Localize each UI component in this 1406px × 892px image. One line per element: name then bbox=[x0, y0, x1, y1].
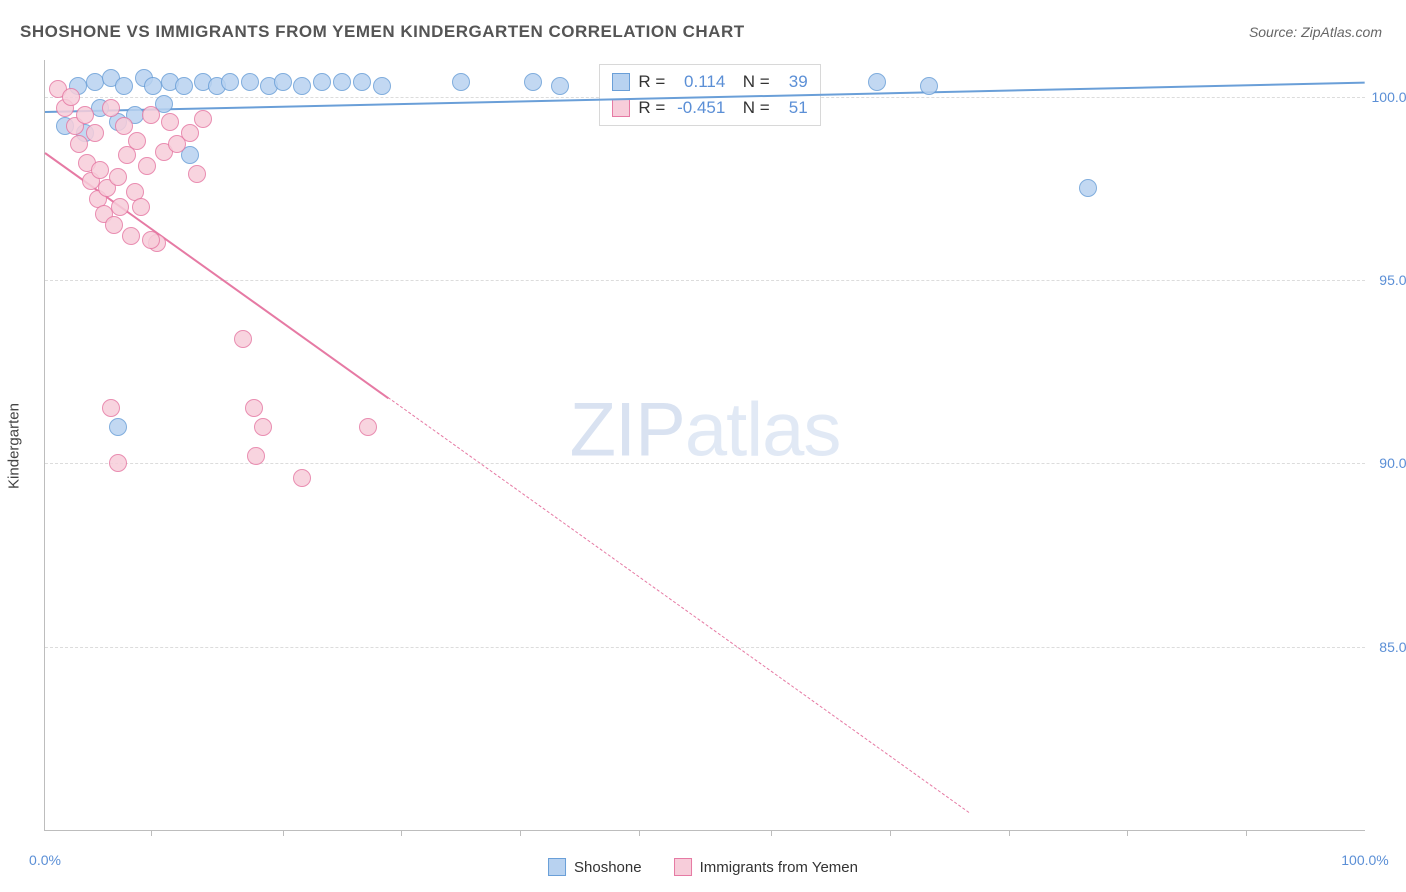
data-point bbox=[254, 418, 272, 436]
data-point bbox=[138, 157, 156, 175]
watermark-bold: ZIP bbox=[570, 387, 685, 472]
source-attribution: Source: ZipAtlas.com bbox=[1249, 24, 1382, 40]
data-point bbox=[109, 454, 127, 472]
data-point bbox=[86, 124, 104, 142]
y-axis-label: Kindergarten bbox=[6, 403, 23, 489]
legend-swatch-icon bbox=[548, 858, 566, 876]
x-tick-label: 0.0% bbox=[29, 852, 61, 868]
watermark: ZIPatlas bbox=[570, 386, 841, 473]
y-tick-label: 85.0% bbox=[1379, 639, 1406, 655]
x-tick bbox=[771, 830, 772, 836]
stats-n-label: N = bbox=[733, 69, 769, 95]
data-point bbox=[181, 124, 199, 142]
data-point bbox=[111, 198, 129, 216]
x-tick bbox=[1246, 830, 1247, 836]
data-point bbox=[132, 198, 150, 216]
data-point bbox=[102, 399, 120, 417]
stats-n-value: 51 bbox=[778, 95, 808, 121]
stats-row: R = 0.114 N = 39 bbox=[612, 69, 807, 95]
legend-item-yemen: Immigrants from Yemen bbox=[674, 858, 858, 876]
legend-swatch-icon bbox=[674, 858, 692, 876]
x-tick bbox=[890, 830, 891, 836]
x-tick bbox=[151, 830, 152, 836]
y-tick-label: 100.0% bbox=[1372, 89, 1406, 105]
data-point bbox=[868, 73, 886, 91]
data-point bbox=[115, 77, 133, 95]
data-point bbox=[194, 110, 212, 128]
data-point bbox=[175, 77, 193, 95]
data-point bbox=[128, 132, 146, 150]
gridline bbox=[45, 463, 1365, 464]
data-point bbox=[293, 469, 311, 487]
x-tick bbox=[1009, 830, 1010, 836]
x-tick bbox=[1127, 830, 1128, 836]
stats-n-value: 39 bbox=[778, 69, 808, 95]
data-point bbox=[91, 161, 109, 179]
x-tick bbox=[639, 830, 640, 836]
y-tick-label: 90.0% bbox=[1379, 455, 1406, 471]
data-point bbox=[102, 99, 120, 117]
data-point bbox=[245, 399, 263, 417]
data-point bbox=[109, 168, 127, 186]
stats-swatch-icon bbox=[612, 73, 630, 91]
data-point bbox=[241, 73, 259, 91]
data-point bbox=[221, 73, 239, 91]
data-point bbox=[62, 88, 80, 106]
x-tick bbox=[283, 830, 284, 836]
data-point bbox=[313, 73, 331, 91]
legend-label: Immigrants from Yemen bbox=[700, 859, 858, 876]
data-point bbox=[105, 216, 123, 234]
gridline bbox=[45, 280, 1365, 281]
data-point bbox=[142, 231, 160, 249]
data-point bbox=[76, 106, 94, 124]
watermark-light: atlas bbox=[685, 387, 841, 472]
stats-r-value: -0.451 bbox=[673, 95, 725, 121]
data-point bbox=[142, 106, 160, 124]
data-point bbox=[144, 77, 162, 95]
gridline bbox=[45, 647, 1365, 648]
data-point bbox=[551, 77, 569, 95]
plot-area: ZIPatlas 85.0%90.0%95.0%100.0%0.0%100.0%… bbox=[44, 60, 1365, 831]
stats-n-label: N = bbox=[733, 95, 769, 121]
legend-label: Shoshone bbox=[574, 859, 642, 876]
data-point bbox=[188, 165, 206, 183]
data-point bbox=[109, 418, 127, 436]
legend: Shoshone Immigrants from Yemen bbox=[548, 858, 858, 876]
data-point bbox=[920, 77, 938, 95]
data-point bbox=[333, 73, 351, 91]
stats-r-value: 0.114 bbox=[673, 69, 725, 95]
data-point bbox=[359, 418, 377, 436]
data-point bbox=[452, 73, 470, 91]
trend-line bbox=[388, 397, 969, 813]
x-tick bbox=[401, 830, 402, 836]
trend-line bbox=[44, 152, 388, 399]
data-point bbox=[247, 447, 265, 465]
data-point bbox=[293, 77, 311, 95]
data-point bbox=[234, 330, 252, 348]
data-point bbox=[1079, 179, 1097, 197]
x-tick-label: 100.0% bbox=[1341, 852, 1388, 868]
data-point bbox=[115, 117, 133, 135]
data-point bbox=[274, 73, 292, 91]
data-point bbox=[524, 73, 542, 91]
x-tick bbox=[520, 830, 521, 836]
data-point bbox=[122, 227, 140, 245]
data-point bbox=[353, 73, 371, 91]
stats-r-label: R = bbox=[638, 69, 665, 95]
y-tick-label: 95.0% bbox=[1379, 272, 1406, 288]
data-point bbox=[70, 135, 88, 153]
stats-swatch-icon bbox=[612, 99, 630, 117]
data-point bbox=[161, 113, 179, 131]
data-point bbox=[373, 77, 391, 95]
legend-item-shoshone: Shoshone bbox=[548, 858, 642, 876]
chart-title: SHOSHONE VS IMMIGRANTS FROM YEMEN KINDER… bbox=[20, 22, 745, 42]
